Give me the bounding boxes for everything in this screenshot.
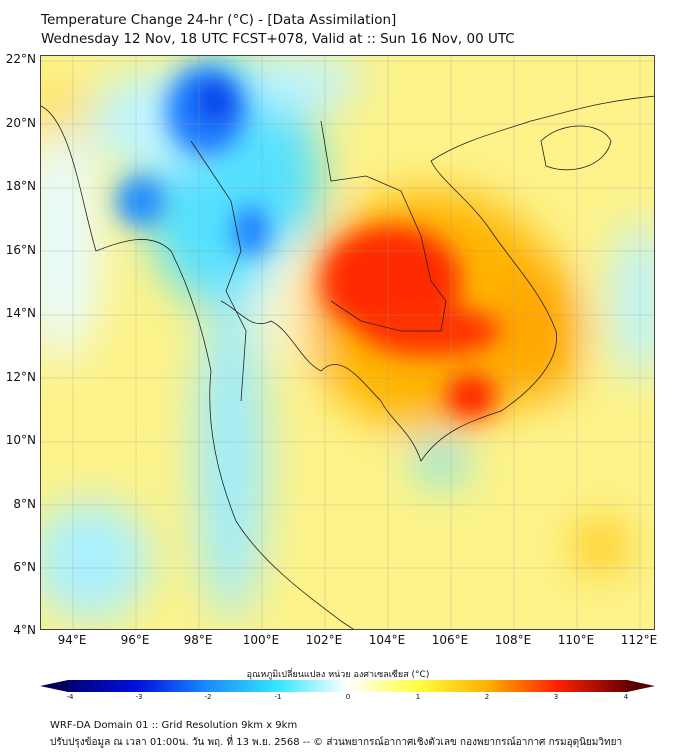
lat-label: 22°N (5, 52, 36, 66)
lat-label: 4°N (13, 623, 36, 637)
lat-label: 20°N (5, 116, 36, 130)
lat-label: 12°N (5, 370, 36, 384)
lat-label: 16°N (5, 243, 36, 257)
colorbar-tick: 0 (345, 693, 351, 701)
footer-model-info: WRF-DA Domain 01 :: Grid Resolution 9km … (50, 720, 298, 731)
lon-label: 96°E (120, 633, 150, 647)
map-subtitle: Wednesday 12 Nov, 18 UTC FCST+078, Valid… (41, 31, 515, 47)
colorbar-tick: 2 (484, 693, 490, 701)
gridlines (41, 56, 654, 629)
lon-label: 104°E (368, 633, 406, 647)
lat-label: 6°N (13, 560, 36, 574)
lat-label: 14°N (5, 306, 36, 320)
colorbar-tick: -1 (274, 693, 282, 701)
lon-label: 108°E (494, 633, 532, 647)
colorbar-tick: 4 (623, 693, 629, 701)
colorbar-tick: 1 (415, 693, 421, 701)
colorbar-min-arrow (40, 680, 68, 692)
coastlines (41, 95, 654, 629)
lat-label: 18°N (5, 179, 36, 193)
lon-label: 106°E (431, 633, 469, 647)
lon-label: 102°E (305, 633, 343, 647)
lat-label: 10°N (5, 433, 36, 447)
lon-label: 98°E (183, 633, 213, 647)
colorbar-max-arrow (627, 680, 655, 692)
colorbar-tick: 3 (553, 693, 559, 701)
colorbar-label: อุณหภูมิเปลี่ยนแปลง หน่วย องศาเซลเซียส (… (246, 670, 430, 680)
colorbar (40, 680, 655, 692)
temperature-change-map (40, 55, 655, 630)
lon-label: 110°E (557, 633, 595, 647)
colorbar-tick: -2 (204, 693, 212, 701)
footer-credit: ปรับปรุงข้อมูล ณ เวลา 01:00น. วัน พฤ. ที… (50, 737, 623, 748)
map-field (41, 56, 654, 629)
colorbar-tick: -4 (66, 693, 74, 701)
colorbar-tick: -3 (135, 693, 143, 701)
map-title: Temperature Change 24-hr (°C) - [Data As… (41, 12, 397, 28)
lat-label: 8°N (13, 497, 36, 511)
lon-label: 112°E (620, 633, 658, 647)
lon-label: 100°E (242, 633, 280, 647)
lon-label: 94°E (57, 633, 87, 647)
